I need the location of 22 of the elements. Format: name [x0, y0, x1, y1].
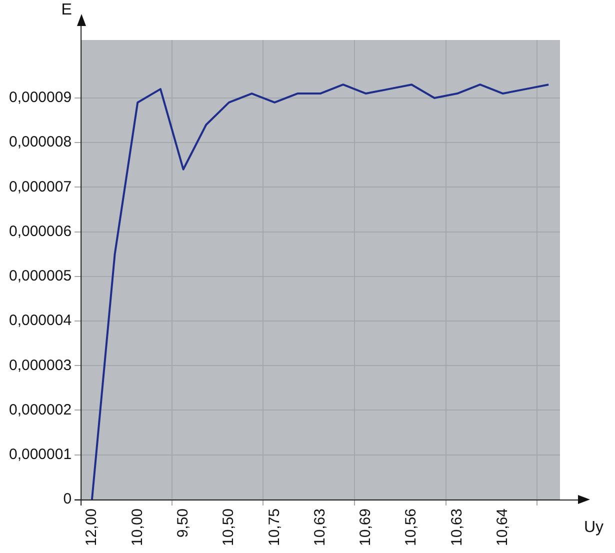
y-tick-label: 0,000009 [8, 89, 72, 106]
x-tick-label: 9,50 [174, 508, 192, 538]
y-tick-label: 0,000001 [8, 446, 72, 463]
x-tick-label: 10,69 [357, 508, 374, 546]
y-axis-title: E [61, 1, 72, 18]
y-tick-label: 0,000007 [8, 178, 72, 196]
x-tick-label: 10,63 [311, 508, 328, 546]
y-tick-label: 0,000002 [8, 401, 72, 418]
x-tick-label: 10,50 [220, 508, 238, 546]
y-tick-label: 0,000003 [8, 356, 72, 374]
x-tick-label: 10,64 [494, 508, 512, 546]
y-tick-label: 0,000004 [8, 312, 72, 330]
y-tick-label: 0,000006 [8, 222, 72, 240]
x-tick-label: 10,75 [266, 508, 283, 546]
x-tick-label: 10,56 [402, 508, 420, 546]
y-tick-label: 0,000005 [8, 268, 72, 285]
x-tick-label: 10,63 [448, 508, 466, 546]
y-tick-label: 0 [63, 490, 72, 508]
x-axis-title: Uy [584, 518, 604, 536]
x-tick-label: 10,00 [128, 508, 146, 546]
x-tick-label: 12,00 [83, 508, 100, 546]
y-tick-label: 0,000008 [8, 134, 72, 151]
